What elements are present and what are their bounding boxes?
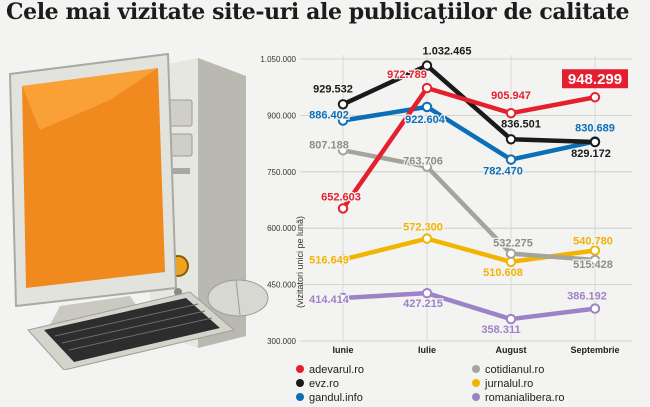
legend-swatch [296,379,304,388]
data-point [421,287,433,299]
data-point [421,60,433,71]
series-line-cotidianul-ro [340,148,598,263]
data-point [589,245,601,256]
data-label: 829.172 [571,148,611,160]
x-tick-label: Septembrie [570,345,619,355]
highlight-box [562,69,628,89]
data-point [337,99,349,110]
y-tick-label: 600.000 [267,224,296,233]
series-line-adevarul-ro [340,85,598,211]
data-label: 972.789 [387,69,427,81]
data-point [337,292,349,304]
legend-swatch [472,379,480,388]
legend-label: adevarul.ro [309,364,365,376]
y-tick-label: 900.000 [267,111,296,120]
data-point [337,203,349,214]
legend-item-jurnalul: jurnalul.ro [472,378,533,390]
x-tick-label: August [496,345,527,355]
data-point [505,256,517,268]
legend-swatch [472,365,480,374]
legend-item-gandul: gandul.info [296,392,363,404]
x-tick-label: Iulie [418,345,436,355]
data-point [337,145,349,156]
data-point [421,161,433,172]
data-point [505,107,517,119]
data-point [421,233,433,244]
data-label: 922.604 [405,114,446,126]
legend-label: evz.ro [309,378,339,390]
data-label: 807.188 [309,139,349,151]
data-label: 1.032.465 [423,46,472,58]
chart-title: Cele mai vizitate site-uri ale publicaţi… [6,0,630,25]
data-label: 414.414 [309,294,350,306]
y-tick-label: 450.000 [267,281,296,290]
legend-label: gandul.info [309,392,363,404]
data-label: 830.689 [575,122,615,134]
x-tick-label: Iunie [332,345,353,355]
legend-swatch [472,393,480,402]
legend-label: jurnalul.ro [485,378,534,390]
computer-illustration [8,52,269,370]
data-point [505,134,517,145]
data-label: 532.275 [493,238,533,250]
legend-item-adevarul: adevarul.ro [296,364,364,376]
y-tick-label: 300.000 [267,337,296,346]
data-label: 516.649 [309,255,349,267]
data-label: 515.428 [573,259,613,271]
chart-grid [300,55,632,342]
data-point [589,254,601,266]
data-point [337,115,349,126]
y-tick-label: 1.050.000 [260,55,296,64]
data-label: 905.947 [491,90,531,102]
y-axis-label: (vizitatori unici pe lună) [295,216,305,308]
legend-swatch [296,365,304,374]
data-label: 886.402 [309,110,349,122]
legend-item-cotidianul: cotidianul.ro [472,364,544,376]
legend-item-evz: evz.ro [296,378,339,390]
legend-swatch [296,393,304,402]
series-line-gandul-info [340,104,598,162]
chart-series [337,60,601,325]
data-label: 929.532 [313,83,353,95]
data-label: 652.603 [321,191,361,203]
y-tick-label: 750.000 [267,168,296,177]
chart-axes: 300.000 450.000 600.000 750.000 900.000 1.050… [260,55,619,355]
data-point [505,154,517,165]
data-label: 427.215 [403,298,443,310]
data-point [589,136,601,148]
legend-label: romanialibera.ro [485,392,565,404]
data-label: 540.780 [573,235,613,247]
data-point [505,248,517,259]
series-line-romanialibera-ro [340,290,598,322]
keyboard [27,291,236,370]
legend-item-romanialibera: romanialibera.ro [472,392,564,404]
data-label: 510.608 [483,267,523,279]
data-label: 572.300 [403,222,443,234]
data-label: 358.311 [481,324,520,336]
data-label: 782.470 [483,166,523,178]
data-point [589,92,601,103]
data-label: 386.192 [567,291,607,303]
chart-data-labels: 652.603 972.789 905.947 948.299 929.532 1.032… [308,44,628,337]
data-point [421,82,433,94]
legend-label: cotidianul.ro [485,364,545,376]
data-label: 836.501 [501,118,541,130]
data-label: 763.706 [403,156,443,168]
data-point [589,303,601,314]
data-point [337,254,349,265]
mouse [207,279,269,317]
data-point [505,313,517,325]
data-label: 948.299 [568,71,622,88]
data-point [421,101,433,113]
